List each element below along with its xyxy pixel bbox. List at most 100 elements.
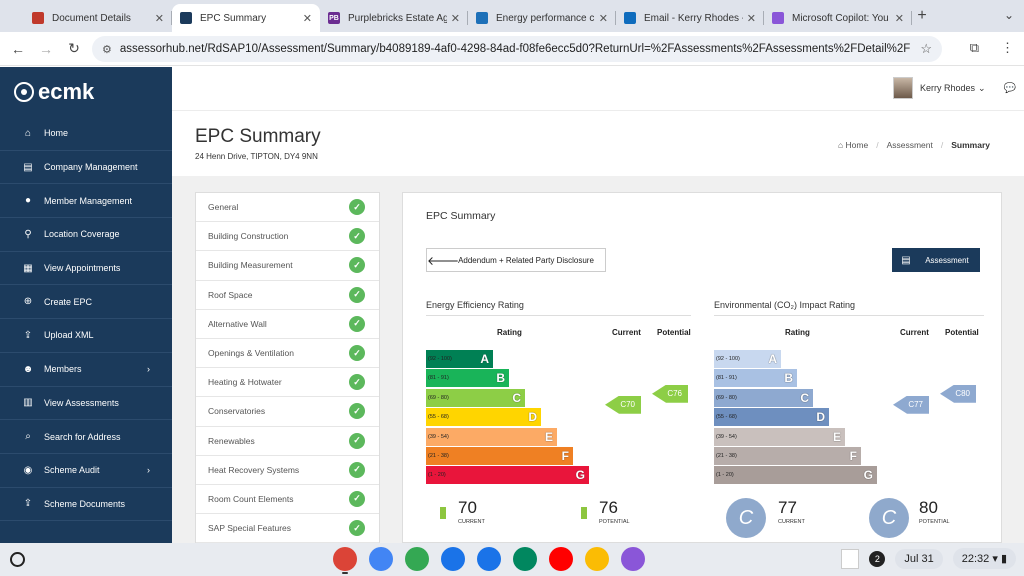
sidebar-item[interactable]: ▦ View Appointments bbox=[0, 252, 172, 286]
play-store-icon[interactable] bbox=[513, 547, 537, 571]
photos-icon[interactable] bbox=[585, 547, 609, 571]
browser-tab[interactable]: EPC Summary ✕ bbox=[172, 4, 320, 32]
sidebar-item[interactable]: ⌕ Search for Address bbox=[0, 420, 172, 454]
app-launcher-icon[interactable] bbox=[405, 547, 429, 571]
site-info-icon[interactable]: ⚙ bbox=[102, 43, 112, 56]
tab-close-icon[interactable]: ✕ bbox=[154, 12, 164, 25]
new-tab-icon[interactable]: + bbox=[917, 7, 927, 24]
step-label: Renewables bbox=[208, 435, 255, 446]
browser-menu-icon[interactable]: ⋮ bbox=[1001, 40, 1014, 55]
youtube-icon[interactable] bbox=[549, 547, 573, 571]
sidebar-item[interactable]: ⇪ Upload XML bbox=[0, 319, 172, 353]
arrow-left-icon: 🡐 bbox=[427, 253, 460, 268]
url-text[interactable]: assessorhub.net/RdSAP10/Assessment/Summa… bbox=[119, 43, 911, 55]
extensions-icon[interactable]: ⧉ bbox=[969, 40, 979, 55]
forward-arrow-icon[interactable]: → bbox=[39, 40, 53, 57]
sidebar-item[interactable]: ▤ Company Management bbox=[0, 151, 172, 185]
sidebar: ecmk ⌂ Home ▤ Company Management ● Member Man… bbox=[0, 67, 172, 543]
step-item[interactable]: Building Measurement ✓ bbox=[196, 251, 379, 281]
browser-tab[interactable]: Email - Kerry Rhodes - ✕ bbox=[616, 4, 764, 32]
browser-tab[interactable]: Microsoft Copilot: You ✕ bbox=[764, 4, 912, 32]
ecmk-logo[interactable]: ecmk bbox=[0, 67, 172, 117]
band-range: (69 - 80) bbox=[428, 394, 449, 401]
holding-space-icon[interactable] bbox=[841, 548, 860, 569]
messages-icon[interactable] bbox=[477, 547, 501, 571]
energy-potential-arrow: C76 bbox=[652, 384, 688, 403]
tab-close-icon[interactable]: ✕ bbox=[450, 12, 460, 25]
tab-close-icon[interactable]: ✕ bbox=[894, 12, 904, 25]
tab-favicon-icon bbox=[32, 12, 44, 24]
step-item[interactable]: Openings & Ventilation ✓ bbox=[196, 339, 379, 369]
step-item[interactable]: Alternative Wall ✓ bbox=[196, 310, 379, 339]
step-item[interactable]: Room Count Elements ✓ bbox=[196, 485, 379, 515]
step-item[interactable]: Building Construction ✓ bbox=[196, 222, 379, 252]
breadcrumb-home[interactable]: ⌂ Home bbox=[838, 140, 868, 150]
step-item[interactable]: General ✓ bbox=[196, 193, 379, 223]
tab-close-icon[interactable]: ✕ bbox=[598, 12, 608, 25]
sidebar-item[interactable]: ● Member Management bbox=[0, 184, 172, 219]
avatar[interactable] bbox=[892, 77, 913, 99]
gemini-icon[interactable] bbox=[369, 547, 393, 571]
logo-mark-icon bbox=[14, 82, 34, 102]
launcher-icon[interactable] bbox=[10, 552, 25, 567]
tab-favicon-icon bbox=[476, 12, 488, 24]
tab-strip: Document Details ✕ EPC Summary ✕ PB Purplebri… bbox=[0, 0, 1024, 32]
assessment-button[interactable]: ▤ Assessment bbox=[892, 248, 980, 272]
checkmark-icon: ✓ bbox=[349, 461, 365, 478]
potential-band-swatch bbox=[581, 507, 587, 519]
band-letter: G bbox=[863, 468, 873, 483]
step-item[interactable]: Heating & Hotwater ✓ bbox=[196, 368, 379, 398]
user-name[interactable]: Kerry Rhodes bbox=[919, 83, 975, 93]
reload-icon[interactable]: ↻ bbox=[68, 40, 80, 56]
step-item[interactable]: Roof Space ✓ bbox=[196, 281, 379, 310]
step-item[interactable]: Heat Recovery Systems ✓ bbox=[196, 456, 379, 485]
step-item[interactable]: Renewables ✓ bbox=[196, 427, 379, 456]
sidebar-item[interactable]: ▥ View Assessments bbox=[0, 387, 172, 421]
back-arrow-icon[interactable]: ← bbox=[11, 40, 25, 57]
browser-tab[interactable]: Document Details ✕ bbox=[24, 4, 172, 32]
band-range: (69 - 80) bbox=[716, 394, 737, 401]
files-icon[interactable] bbox=[441, 547, 465, 571]
url-input[interactable]: ⚙ assessorhub.net/RdSAP10/Assessment/Sum… bbox=[92, 36, 942, 62]
chevron-down-icon[interactable]: ⌄ bbox=[978, 82, 986, 93]
sidebar-item[interactable]: ⌂ Home bbox=[0, 117, 172, 151]
calendar-icon: ▦ bbox=[23, 262, 33, 274]
tab-separator bbox=[763, 11, 764, 25]
breadcrumb-home-label[interactable]: Home bbox=[845, 140, 869, 150]
tab-title: Energy performance c bbox=[496, 12, 595, 24]
bookmark-star-icon[interactable]: ☆ bbox=[920, 41, 932, 56]
notification-count[interactable]: 2 bbox=[869, 550, 886, 567]
energy-col-current: Current bbox=[612, 328, 641, 337]
user-menu[interactable]: Kerry Rhodes ⌄ 💬 bbox=[892, 77, 1016, 99]
breadcrumb-assessment[interactable]: Assessment bbox=[886, 140, 933, 150]
environment-band-g: (1 - 20) G bbox=[714, 466, 877, 485]
sidebar-item-label: Create EPC bbox=[44, 296, 93, 307]
chrome-icon[interactable] bbox=[333, 547, 357, 574]
tab-close-icon[interactable]: ✕ bbox=[746, 12, 756, 25]
band-letter: D bbox=[816, 410, 825, 425]
tab-favicon-icon bbox=[180, 12, 192, 24]
chat-icon[interactable]: 💬 bbox=[1003, 82, 1016, 94]
copilot-icon[interactable] bbox=[621, 547, 645, 571]
window-controls-icon[interactable]: ⌄ bbox=[1003, 8, 1014, 22]
checkmark-icon: ✓ bbox=[349, 374, 365, 391]
date-display[interactable]: Jul 31 bbox=[895, 548, 943, 569]
browser-tab[interactable]: Energy performance c ✕ bbox=[468, 4, 616, 32]
step-item[interactable]: Conservatories ✓ bbox=[196, 397, 379, 427]
environment-band-a: (92 - 100) A bbox=[714, 350, 781, 368]
tab-close-icon[interactable]: ✕ bbox=[302, 12, 312, 25]
breadcrumb-separator: / bbox=[876, 140, 879, 150]
sidebar-item-label: Scheme Documents bbox=[44, 498, 126, 509]
addendum-back-button[interactable]: 🡐 Addendum + Related Party Disclosure bbox=[426, 248, 606, 272]
environment-band-b: (81 - 91) B bbox=[714, 369, 797, 388]
band-range: (81 - 91) bbox=[716, 375, 737, 382]
sidebar-item[interactable]: ⊕ Create EPC bbox=[0, 285, 172, 320]
environment-current-circle: C bbox=[726, 498, 766, 538]
sidebar-item[interactable]: ☻ Members › bbox=[0, 353, 172, 387]
step-item[interactable]: SAP Special Features ✓ bbox=[196, 514, 379, 544]
sidebar-item[interactable]: ◉ Scheme Audit › bbox=[0, 454, 172, 488]
status-area[interactable]: 22:32 ▾ ▮ bbox=[952, 548, 1016, 569]
browser-tab[interactable]: PB Purplebricks Estate Ag ✕ bbox=[320, 4, 468, 32]
sidebar-item[interactable]: ⇪ Scheme Documents bbox=[0, 488, 172, 522]
sidebar-item[interactable]: ⚲ Location Coverage bbox=[0, 218, 172, 252]
